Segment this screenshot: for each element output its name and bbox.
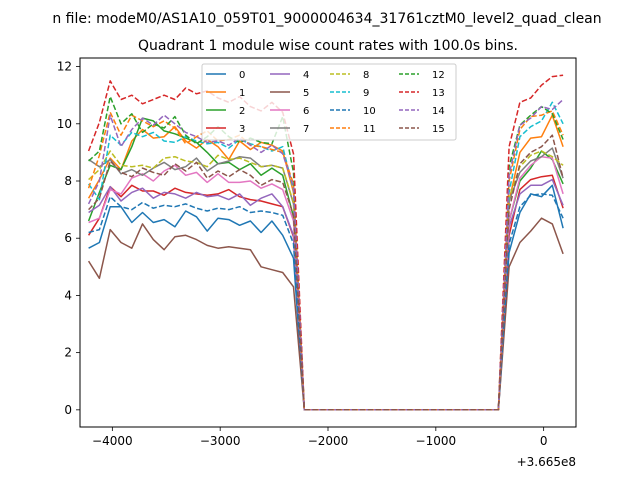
y-tick-label: 6: [64, 231, 72, 245]
legend-label-13: 13: [432, 88, 445, 99]
legend-label-11: 11: [363, 124, 376, 135]
legend-label-1: 1: [239, 88, 245, 99]
series-line-14: [87, 98, 564, 411]
legend-label-2: 2: [239, 106, 245, 117]
x-tick-label: −4000: [92, 434, 133, 448]
y-axis: 0 2 4 6 8 10 12: [57, 60, 80, 417]
x-tick-label: −1000: [416, 434, 457, 448]
y-tick-label: 0: [64, 403, 72, 417]
series-layer: [87, 74, 564, 411]
y-tick-label: 4: [64, 288, 72, 302]
series-line-13: [87, 74, 564, 411]
series-line-15: [88, 134, 564, 411]
y-tick-label: 12: [57, 60, 72, 74]
legend-label-5: 5: [303, 88, 309, 99]
legend-box: [201, 63, 457, 141]
y-tick-label: 10: [57, 117, 72, 131]
legend-label-12: 12: [432, 70, 445, 81]
legend-label-7: 7: [303, 124, 309, 135]
legend-label-8: 8: [363, 70, 369, 81]
x-tick-label: −3000: [200, 434, 241, 448]
legend-label-3: 3: [239, 124, 245, 135]
x-axis-offset-text: +3.665e8: [517, 455, 576, 469]
x-axis: −4000 −3000 −2000 −1000 0: [92, 427, 547, 448]
y-tick-label: 2: [64, 346, 72, 360]
legend-label-6: 6: [303, 106, 309, 117]
series-line-10: [88, 193, 564, 411]
x-tick-label: 0: [540, 434, 548, 448]
legend-label-4: 4: [303, 70, 309, 81]
legend-label-10: 10: [363, 106, 376, 117]
chart-title: Quadrant 1 module wise count rates with …: [138, 38, 518, 54]
legend-label-0: 0: [239, 70, 245, 81]
legend-label-14: 14: [432, 106, 445, 117]
x-tick-label: −2000: [308, 434, 349, 448]
series-line-12: [88, 95, 564, 411]
figure-suptitle: n file: modeM0/AS1A10_059T01_9000004634_…: [52, 11, 601, 27]
legend-label-15: 15: [432, 124, 445, 135]
y-tick-label: 8: [64, 174, 72, 188]
legend-label-9: 9: [363, 88, 369, 99]
